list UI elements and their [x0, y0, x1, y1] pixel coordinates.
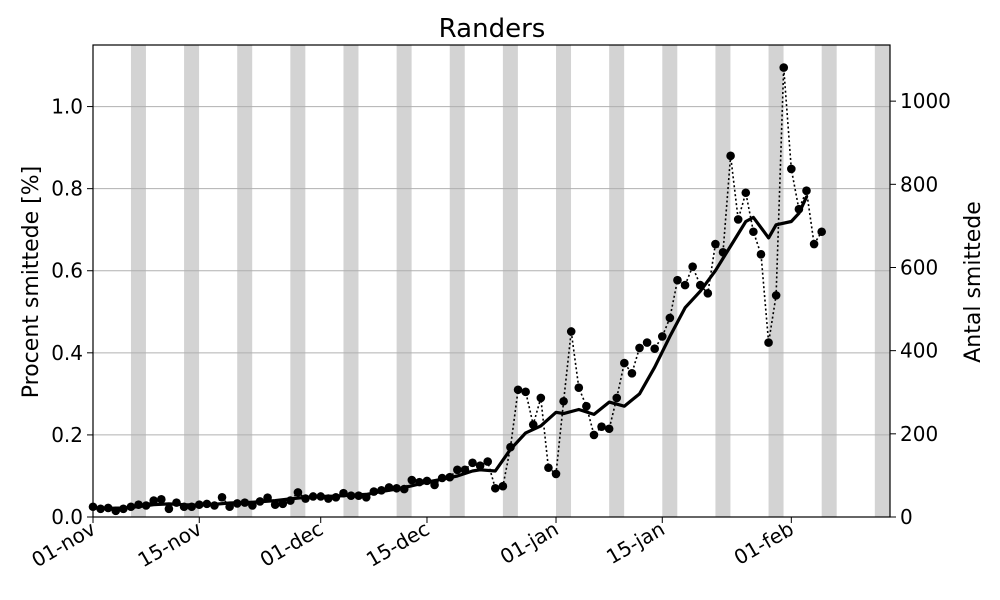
data-point — [809, 239, 819, 249]
y-tick-label-left: 0.0 — [51, 505, 83, 529]
data-point — [733, 215, 743, 224]
y-tick-label-left: 0.4 — [51, 341, 83, 365]
weekend-band — [184, 45, 200, 517]
data-point — [582, 401, 591, 411]
y-tick-label-left: 0.2 — [51, 423, 83, 447]
data-point — [673, 275, 682, 285]
data-point — [680, 280, 690, 290]
data-point — [407, 475, 417, 485]
data-point — [521, 387, 530, 397]
data-point — [711, 239, 720, 249]
data-point — [657, 332, 667, 341]
data-point — [597, 422, 606, 432]
data-point — [802, 186, 811, 196]
data-point — [642, 338, 652, 347]
data-point — [566, 327, 576, 336]
x-axis: 01-nov 15-nov 01-dec 15-dec 01-jan 15-jan 01-f… — [27, 516, 797, 572]
y-tick-label-right: 800 — [900, 172, 938, 196]
chart-title: Randers — [439, 14, 546, 44]
data-point — [771, 291, 781, 300]
data-point — [688, 262, 697, 271]
data-point — [726, 151, 735, 161]
weekend-band — [130, 45, 146, 517]
weekend-band — [821, 45, 837, 517]
right-y-axis: 0 200 400 600 800 1000 — [890, 89, 951, 529]
data-point — [468, 458, 477, 468]
data-point — [559, 396, 568, 406]
weekend-band — [874, 45, 890, 517]
data-point — [817, 227, 826, 237]
data-point — [544, 463, 553, 473]
data-point — [650, 344, 659, 354]
data-point — [612, 393, 622, 403]
left-y-axis: 0.0 0.2 0.4 0.6 0.8 1.0 — [51, 95, 93, 529]
y-tick-label-right: 0 — [900, 505, 913, 529]
data-point — [498, 481, 508, 491]
x-tick-label: 01-feb — [730, 517, 798, 570]
weekend-band — [715, 45, 731, 517]
data-point — [293, 488, 303, 497]
data-point — [278, 499, 288, 509]
data-point — [551, 469, 561, 479]
series-layer — [88, 63, 826, 516]
rolling-average-line — [91, 195, 809, 510]
data-point — [604, 424, 614, 434]
data-point — [574, 383, 584, 393]
data-point — [157, 495, 166, 504]
data-point — [703, 289, 713, 298]
data-point — [620, 358, 629, 368]
data-point — [635, 343, 644, 353]
data-point — [149, 496, 159, 505]
y-tick-label-right: 1000 — [900, 89, 951, 113]
weekend-band — [662, 45, 678, 517]
weekend-band — [609, 45, 625, 517]
y-tick-label-left: 0.6 — [51, 259, 83, 283]
y-axis-label-left: Procent smittede [%] — [19, 166, 44, 398]
data-point — [756, 250, 766, 259]
y-tick-label-right: 400 — [900, 339, 938, 363]
grid-lines — [93, 106, 890, 518]
plot-frame — [92, 44, 891, 518]
data-point — [270, 500, 280, 509]
weekend-band — [396, 45, 412, 517]
weekend-band — [290, 45, 306, 517]
data-point — [627, 369, 637, 378]
x-tick-label: 01-dec — [256, 517, 327, 572]
data-point — [787, 164, 796, 174]
data-point — [779, 63, 789, 72]
data-point — [430, 480, 439, 490]
data-point — [483, 457, 493, 466]
data-point — [217, 492, 227, 502]
data-point — [665, 313, 675, 323]
data-point — [475, 461, 485, 470]
y-axis-label-right: Antal smittede — [961, 201, 986, 363]
data-point — [490, 483, 500, 493]
y-tick-label-left: 0.8 — [51, 177, 83, 201]
data-point — [741, 188, 751, 198]
x-tick-label: 15-nov — [134, 516, 206, 572]
data-point — [513, 385, 523, 395]
data-point — [164, 504, 174, 514]
data-point — [589, 430, 599, 440]
x-tick-label: 15-jan — [602, 517, 669, 569]
y-tick-label-right: 200 — [900, 422, 938, 446]
data-point — [749, 227, 758, 237]
y-tick-label-right: 600 — [900, 255, 938, 279]
x-tick-label: 01-jan — [496, 517, 563, 569]
weekend-band — [343, 45, 359, 517]
data-point — [453, 465, 462, 475]
data-point — [764, 338, 773, 347]
data-point — [536, 393, 546, 403]
weekend-band — [502, 45, 518, 517]
weekend-shading — [130, 45, 890, 517]
x-tick-label: 15-dec — [362, 517, 433, 572]
y-tick-label-left: 1.0 — [51, 95, 83, 119]
weekend-band — [237, 45, 253, 517]
weekend-band — [449, 45, 465, 517]
